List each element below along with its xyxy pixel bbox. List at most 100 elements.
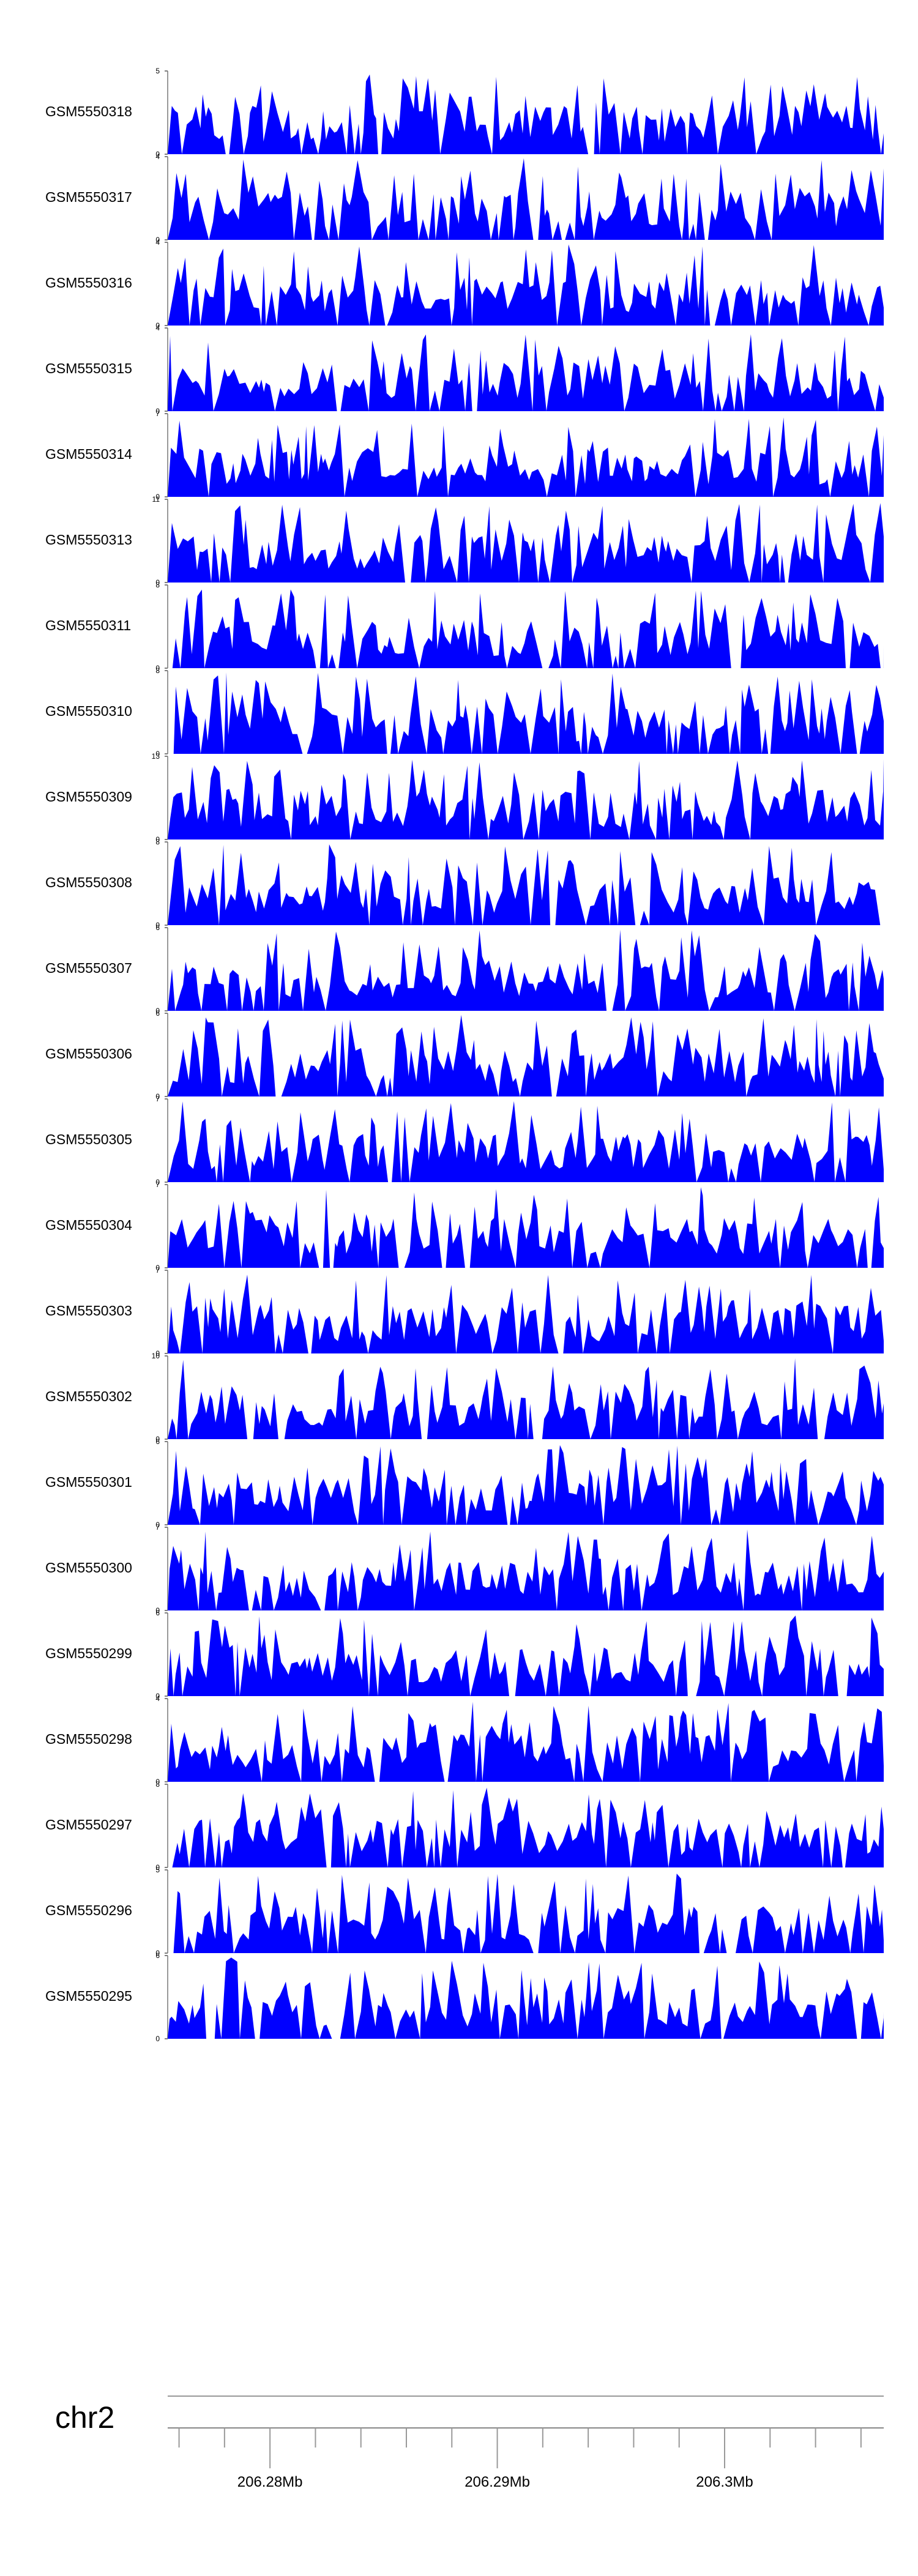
- track-ymax-label: 7: [155, 1180, 160, 1189]
- track-label: GSM5550298: [45, 1731, 132, 1747]
- track-ymin-label: 0: [155, 1435, 160, 1443]
- track-signal-area: [168, 1187, 884, 1268]
- signal-tracks: GSM555031850GSM555031740GSM555031640GSM5…: [45, 67, 884, 2043]
- tick-label: 206.29Mb: [465, 2474, 530, 2490]
- track-ymax-label: 5: [155, 67, 160, 75]
- track-label: GSM5550302: [45, 1388, 132, 1404]
- track-ymax-label: 6: [155, 923, 160, 932]
- track-signal-area: [168, 1275, 884, 1353]
- track-GSM5550308: GSM5550308 80: [45, 838, 884, 929]
- track-label: GSM5550301: [45, 1474, 132, 1490]
- track-label: GSM5550300: [45, 1560, 132, 1576]
- track-signal-area: [168, 844, 884, 925]
- track-ymin-label: 0: [155, 750, 160, 758]
- track-ymin-label: 0: [155, 1692, 160, 1700]
- track-ymax-label: 6: [155, 1951, 160, 1960]
- track-ymin-label: 0: [155, 321, 160, 330]
- track-label: GSM5550313: [45, 532, 132, 548]
- track-GSM5550313: GSM5550313 11 0: [45, 495, 884, 587]
- track-signal-area: [168, 417, 884, 497]
- track-ymin-label: 0: [155, 1949, 160, 1957]
- track-label: GSM5550316: [45, 275, 132, 291]
- track-ymin-label: 0: [155, 1606, 160, 1615]
- track-signal-area: [168, 1358, 884, 1439]
- track-signal-area: [168, 1445, 884, 1525]
- track-ymax-label: 13: [152, 752, 160, 761]
- track-ymax-label: 4: [155, 1694, 160, 1703]
- track-ymax-label: 4: [155, 324, 160, 332]
- track-ymax-label: 5: [155, 1866, 160, 1874]
- track-signal-area: [168, 1014, 884, 1096]
- track-label: GSM5550310: [45, 703, 132, 719]
- track-ymin-label: 0: [155, 1521, 160, 1529]
- track-ymax-label: 4: [155, 238, 160, 247]
- tick-label: 206.3Mb: [696, 2474, 753, 2490]
- track-signal-area: [168, 1615, 884, 1696]
- track-signal-area: [168, 929, 884, 1011]
- track-label: GSM5550317: [45, 189, 132, 205]
- track-ymin-label: 0: [155, 578, 160, 587]
- chromosome-label: chr2: [55, 2400, 114, 2435]
- track-label: GSM5550309: [45, 789, 132, 805]
- track-ymax-label: 8: [155, 581, 160, 589]
- track-label: GSM5550297: [45, 1817, 132, 1833]
- track-signal-area: [168, 244, 884, 326]
- axis-ticks: 206.28Mb 206.29Mb 206.3Mb: [178, 2428, 862, 2490]
- track-ymax-label: 10: [152, 1352, 160, 1360]
- track-ymin-label: 0: [155, 835, 160, 844]
- track-signal-area: [168, 1702, 884, 1782]
- track-signal-area: [168, 589, 884, 668]
- genome-axis: chr2 206.28Mb 206.29Mb 206.3Mb: [55, 2395, 884, 2490]
- track-ymin-label: 0: [155, 407, 160, 415]
- track-label: GSM5550305: [45, 1131, 132, 1147]
- track-signal-area: [168, 672, 884, 754]
- track-ymax-label: 6: [155, 1437, 160, 1446]
- track-ymin-label: 0: [155, 1778, 160, 1786]
- track-ymin-label: 0: [155, 2034, 160, 2043]
- track-label: GSM5550296: [45, 1902, 132, 1918]
- track-ymax-label: 6: [155, 1009, 160, 1018]
- track-signal-area: [168, 1101, 884, 1182]
- track-label: GSM5550308: [45, 874, 132, 890]
- track-ymin-label: 0: [155, 664, 160, 672]
- track-signal-area: [168, 1874, 884, 1953]
- track-label: GSM5550307: [45, 960, 132, 976]
- track-signal-area: [168, 1957, 884, 2039]
- track-ymin-label: 0: [155, 1178, 160, 1186]
- track-ymax-label: 11: [152, 495, 160, 504]
- track-ymin-label: 0: [155, 1349, 160, 1358]
- track-ymin-label: 0: [155, 1007, 160, 1015]
- track-label: GSM5550304: [45, 1217, 132, 1233]
- track-ymax-label: 8: [155, 838, 160, 846]
- track-ymin-label: 0: [155, 1863, 160, 1872]
- track-ymin-label: 0: [155, 1264, 160, 1272]
- track-signal-area: [168, 158, 884, 240]
- track-signal-area: [168, 1529, 884, 1610]
- track-signal-area: [168, 74, 884, 154]
- track-signal-area: [168, 503, 884, 583]
- track-label: GSM5550306: [45, 1046, 132, 1062]
- track-ymin-label: 0: [155, 150, 160, 158]
- track-label: GSM5550315: [45, 360, 132, 376]
- track-label: GSM5550299: [45, 1645, 132, 1661]
- track-ymax-label: 7: [155, 409, 160, 418]
- track-ymin-label: 0: [155, 236, 160, 244]
- track-ymin-label: 0: [155, 1092, 160, 1101]
